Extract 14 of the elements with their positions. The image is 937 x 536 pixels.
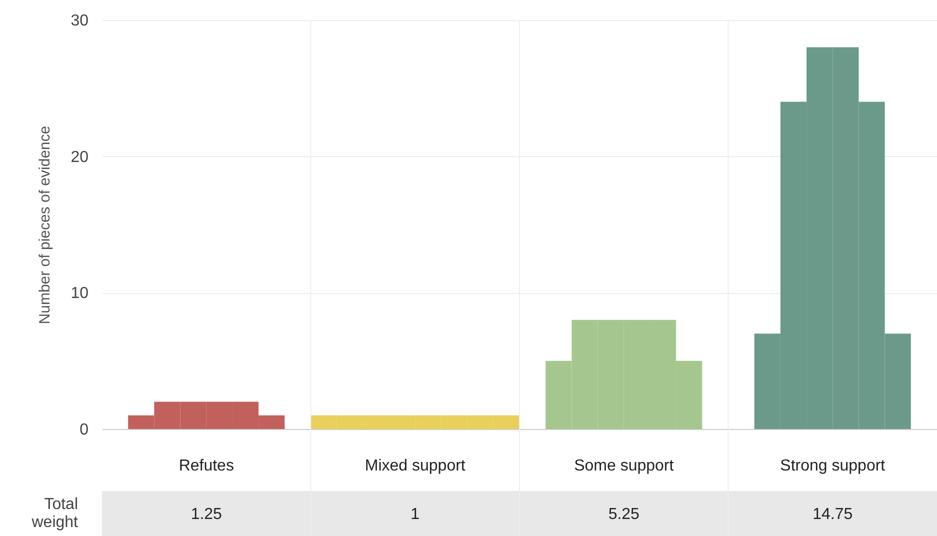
x-tick-label: Some support bbox=[574, 458, 674, 474]
text: Total weight bbox=[30, 496, 79, 531]
text: 14.75 bbox=[812, 506, 853, 523]
y-axis-title: Number of pieces of evidence bbox=[36, 126, 54, 324]
y-tick-label: 20 bbox=[70, 148, 89, 166]
y-tick-label: 30 bbox=[70, 12, 89, 30]
text: 5.25 bbox=[608, 506, 640, 523]
y-tick-label: 10 bbox=[70, 285, 89, 302]
text: 1.25 bbox=[190, 506, 222, 523]
y-tick-label: 0 bbox=[80, 422, 89, 438]
x-tick-label: Strong support bbox=[780, 458, 886, 474]
x-tick-label: Refutes bbox=[178, 458, 234, 474]
x-tick-label: Mixed support bbox=[364, 458, 466, 474]
text: 1 bbox=[410, 506, 420, 523]
